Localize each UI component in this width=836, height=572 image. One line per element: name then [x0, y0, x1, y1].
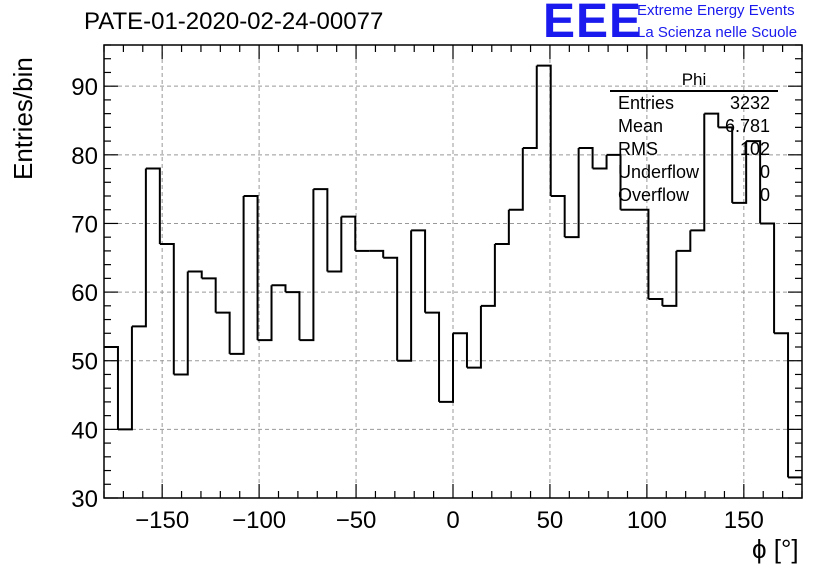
stats-title: Phi [681, 70, 707, 89]
stat-label: Mean [618, 116, 664, 136]
histogram-bin [439, 333, 454, 403]
stats-box: Phi Entries 3232 Mean 6.781 RMS 102 Unde… [610, 70, 778, 205]
histogram-bin [327, 216, 343, 273]
stat-value: 0 [759, 185, 770, 205]
x-tick-label: 100 [627, 507, 667, 534]
stat-row-rms: RMS 102 [618, 139, 770, 161]
x-tick-label: −150 [135, 507, 189, 534]
histogram-bin [383, 256, 399, 361]
histogram-bin [550, 195, 566, 238]
y-tick-label: 30 [71, 486, 98, 513]
histogram-bin [369, 249, 385, 258]
histogram-bin [536, 64, 552, 196]
histogram-bin [397, 230, 413, 362]
histogram-bin [578, 146, 594, 169]
stat-label: Underflow [618, 162, 700, 182]
logo-line-2: La Scienza nelle Scuole [637, 24, 798, 41]
y-axis-label: Entries/bin [8, 57, 38, 180]
tick-labels: −150 −100 −50 0 50 100 150 30 40 50 60 70 80 90 [71, 74, 764, 534]
histogram-bin [564, 147, 580, 239]
histogram-bin [117, 326, 133, 431]
logo-line-1: Extreme Energy Events [637, 2, 795, 19]
histogram-bin [760, 222, 776, 334]
histogram-bin [173, 271, 189, 376]
histogram-bin [131, 168, 147, 328]
histogram-bin [257, 285, 273, 342]
histogram-bin [746, 140, 762, 224]
stat-value: 3232 [729, 93, 770, 113]
x-axis-label: ϕ [°] [752, 534, 799, 564]
histogram-bin [201, 277, 217, 313]
histogram-bin [662, 250, 678, 307]
stat-row-overflow: Overflow 0 [618, 185, 770, 207]
stat-value: 6.781 [724, 116, 770, 136]
histogram-bin [299, 189, 315, 342]
y-tick-label: 40 [71, 417, 98, 444]
stat-row-entries: Entries 3232 [618, 93, 770, 115]
x-tick-label: −50 [336, 507, 377, 534]
page-title: PATE-01-2020-02-24-00077 [84, 8, 384, 35]
stat-label: Overflow [618, 185, 690, 205]
histogram-bin [494, 209, 510, 246]
histogram-bin [187, 270, 203, 279]
x-tick-label: 50 [537, 507, 564, 534]
histogram-bin [774, 332, 790, 478]
histogram-bin [648, 297, 664, 306]
stat-value: 0 [759, 162, 770, 182]
histogram-bin [480, 244, 496, 307]
histogram-bin [229, 196, 245, 355]
x-tick-label: 150 [724, 507, 764, 534]
histogram-bin [453, 332, 468, 368]
x-tick-label: 0 [446, 507, 459, 534]
histogram-bin [592, 154, 608, 170]
histogram-bin [271, 284, 287, 293]
histogram-bin [159, 243, 175, 375]
stat-row-mean: Mean 6.781 [618, 116, 770, 138]
histogram-bin [145, 167, 161, 245]
y-tick-label: 50 [71, 349, 98, 376]
histogram-bin [508, 147, 524, 211]
histogram-bin [606, 153, 622, 210]
histogram-bin [522, 65, 538, 149]
histogram-bin [718, 126, 734, 203]
stat-value: 102 [739, 139, 770, 159]
y-tick-label: 90 [71, 74, 98, 101]
histogram-bin [634, 208, 650, 299]
histogram-bin [425, 311, 441, 402]
eee-logo: EEE [543, 0, 643, 48]
histogram-bin [732, 141, 748, 204]
histogram-bin [690, 113, 706, 232]
histogram-bin [243, 195, 259, 341]
x-tick-label: −100 [232, 507, 286, 534]
y-tick-label: 70 [71, 211, 98, 238]
axis-ticks [103, 44, 803, 499]
histogram-bin [466, 305, 482, 369]
histogram-bin [215, 311, 231, 354]
y-tick-label: 80 [71, 143, 98, 170]
y-tick-label: 60 [71, 280, 98, 307]
histogram-bin [411, 229, 427, 313]
histogram-bin [313, 188, 329, 272]
histogram-bin [676, 230, 692, 252]
histogram-series [104, 64, 802, 479]
histogram-bin [285, 291, 301, 341]
histogram-bin [704, 112, 720, 128]
histogram-bin [341, 215, 357, 251]
stat-label: Entries [618, 93, 675, 113]
stat-label: RMS [618, 139, 658, 159]
stats-divider [610, 90, 778, 92]
stat-row-underflow: Underflow 0 [618, 162, 770, 184]
